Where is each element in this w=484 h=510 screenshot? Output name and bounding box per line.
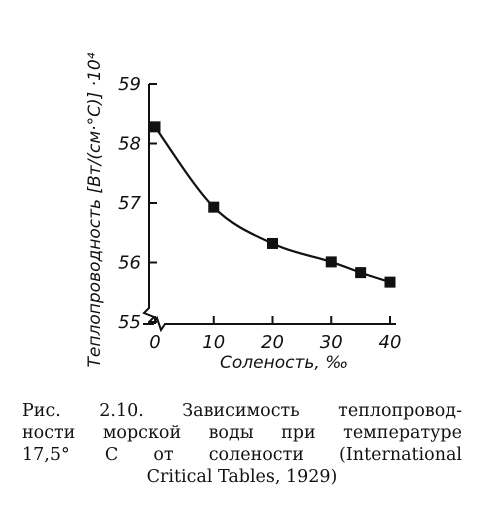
x-tick-label: 10 <box>202 332 225 353</box>
data-point-marker <box>355 267 367 279</box>
caption-line-2: ности морской воды при температуре <box>22 423 462 443</box>
ticks: 55 56 57 58 59 0 10 20 30 40 <box>118 74 401 353</box>
caption-line-1: Рис. 2.10. Зависимость теплопровод- <box>22 401 462 421</box>
data-point-marker <box>325 256 337 268</box>
y-tick-label: 56 <box>118 253 141 274</box>
x-axis-title: Соленость, ‰ <box>220 353 348 373</box>
x-axis-line <box>143 315 396 333</box>
caption-line-4: Critical Tables, 1929) <box>146 467 338 487</box>
data-markers <box>149 121 396 288</box>
y-axis-title: Теплопроводность [Вт/(см·°С)] ·10⁴ <box>85 52 105 367</box>
data-point-marker <box>149 121 161 133</box>
x-tick-label: 30 <box>320 332 343 353</box>
figure-caption: Рис. 2.10. Зависимость теплопровод- ност… <box>22 400 462 488</box>
y-tick-label: 57 <box>118 193 141 214</box>
x-tick-label: 40 <box>379 332 402 353</box>
y-tick-label: 55 <box>118 312 141 333</box>
x-tick-label: 0 <box>149 332 160 353</box>
fitted-curve <box>154 126 391 284</box>
data-point-marker <box>267 237 278 249</box>
data-point-marker <box>208 201 220 213</box>
x-axis <box>143 315 396 333</box>
y-tick-label: 58 <box>118 134 141 155</box>
x-tick-label: 20 <box>261 332 284 353</box>
y-tick-label: 59 <box>118 74 141 95</box>
data-point-marker <box>384 276 396 288</box>
chart: 55 56 57 58 59 0 10 20 30 40 Теплопроводность [Вт… <box>85 52 401 373</box>
caption-line-3: 17,5° С от солености (International <box>22 445 462 465</box>
